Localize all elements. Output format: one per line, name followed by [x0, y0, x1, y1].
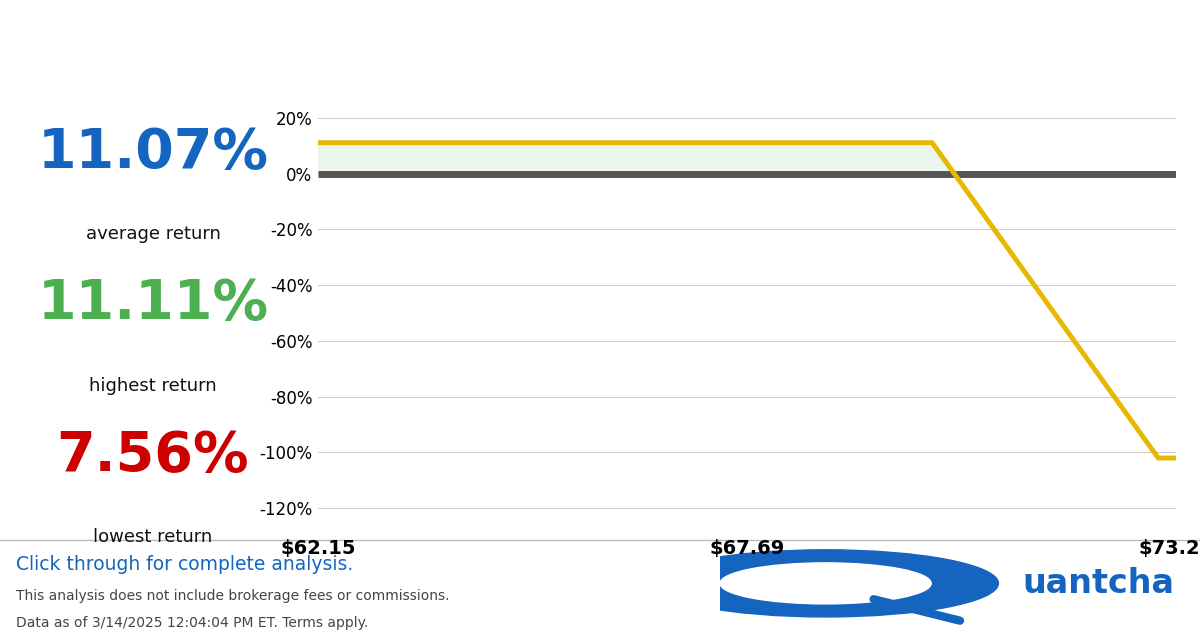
Text: lowest return: lowest return	[94, 528, 212, 546]
Text: average return: average return	[85, 225, 221, 243]
Text: 11.11%: 11.11%	[37, 277, 269, 331]
Circle shape	[720, 563, 931, 604]
Text: Data as of 3/14/2025 12:04:04 PM ET. Terms apply.: Data as of 3/14/2025 12:04:04 PM ET. Ter…	[16, 616, 368, 630]
Text: 7.56%: 7.56%	[56, 428, 250, 483]
Circle shape	[653, 550, 998, 617]
Text: Bear Call Spread analysis for $62.78-$70.08 model on 17-Apr-2025: Bear Call Spread analysis for $62.78-$70…	[16, 67, 664, 91]
Text: Click through for complete analysis.: Click through for complete analysis.	[16, 556, 353, 575]
Text: This analysis does not include brokerage fees or commissions.: This analysis does not include brokerage…	[16, 589, 449, 603]
Text: uantcha: uantcha	[1022, 567, 1175, 600]
Text: highest return: highest return	[89, 377, 217, 394]
Text: MERITAGE HOMES (MTH): MERITAGE HOMES (MTH)	[16, 5, 636, 49]
Text: 11.07%: 11.07%	[37, 125, 269, 180]
